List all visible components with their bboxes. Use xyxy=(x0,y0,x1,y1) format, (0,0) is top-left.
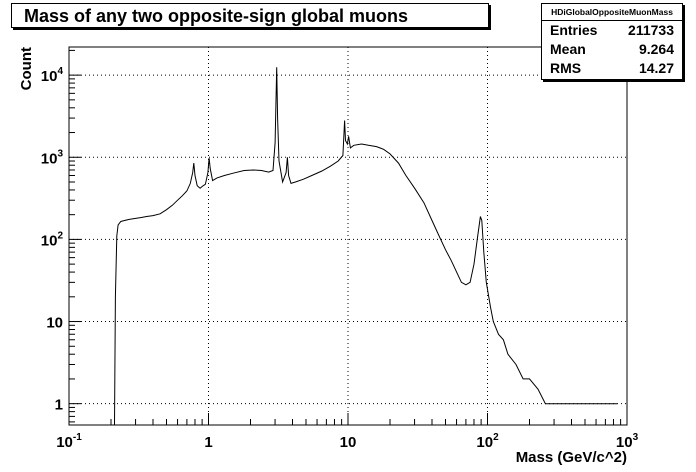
stats-row-entries: Entries 211733 xyxy=(542,21,682,40)
stats-value: 211733 xyxy=(628,22,674,38)
x-tick-label: 1 xyxy=(204,434,212,451)
stats-value: 9.264 xyxy=(638,41,674,57)
stats-row-mean: Mean 9.264 xyxy=(542,40,682,59)
y-tick-label: 1 xyxy=(55,397,63,414)
histogram-series-0 xyxy=(114,67,618,425)
y-tick-label: 104 xyxy=(41,66,64,85)
stats-key: RMS xyxy=(550,60,582,76)
stats-key: Entries xyxy=(550,22,598,38)
y-tick-label: 102 xyxy=(41,230,64,249)
stats-box: HDiGlobalOppositeMuonMass Entries 211733… xyxy=(541,3,683,80)
x-axis-label: Mass (GeV/c^2) xyxy=(516,449,627,466)
chart-title-box: Mass of any two opposite-sign global muo… xyxy=(11,3,489,28)
stats-key: Mean xyxy=(550,41,586,57)
stats-value: 14.27 xyxy=(638,60,674,76)
x-tick-label: 10-1 xyxy=(56,432,82,451)
grid xyxy=(69,47,627,425)
stats-histogram-name: HDiGlobalOppositeMuonMass xyxy=(542,4,682,21)
x-tick-label: 102 xyxy=(476,432,499,451)
y-axis-label: Count xyxy=(18,47,35,90)
plot-area xyxy=(114,67,618,425)
y-tick-label: 10 xyxy=(46,315,63,332)
y-tick-label: 103 xyxy=(41,148,64,167)
chart-title: Mass of any two opposite-sign global muo… xyxy=(24,6,409,26)
x-tick-label: 10 xyxy=(340,434,357,451)
stats-row-rms: RMS 14.27 xyxy=(542,59,682,78)
